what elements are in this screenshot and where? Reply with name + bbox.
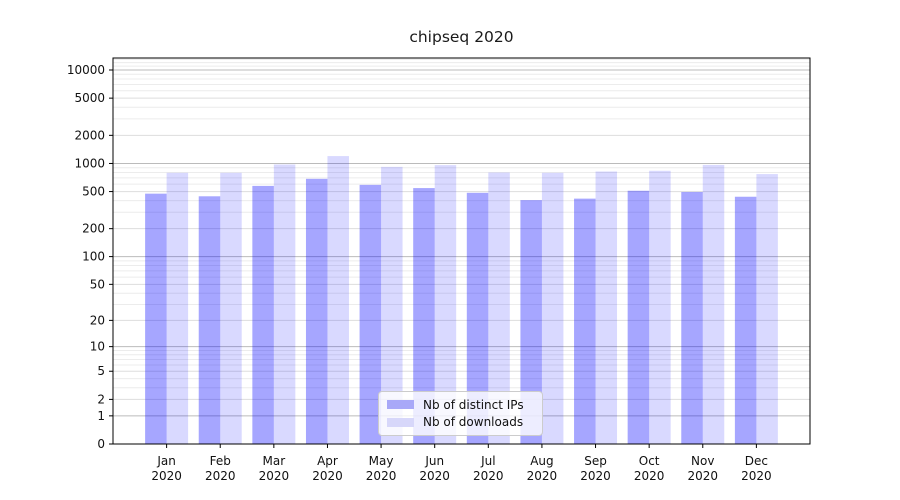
x-tick-label-year: 2020 [634, 469, 665, 483]
y-tick-label: 10000 [67, 63, 105, 77]
y-tick-label: 100 [82, 250, 105, 264]
chart-title: chipseq 2020 [409, 28, 514, 46]
x-tick-label-year: 2020 [527, 469, 558, 483]
x-tick-label-year: 2020 [687, 469, 718, 483]
x-tick-label-year: 2020 [312, 469, 343, 483]
x-tick-label-month: Aug [530, 454, 553, 468]
bar-downloads-aug [541, 172, 564, 444]
x-tick-label-year: 2020 [151, 469, 182, 483]
legend-entry-downloads: Nb of downloads [387, 415, 534, 429]
bar-downloads-may [381, 166, 403, 444]
bar-downloads-dec [756, 174, 778, 444]
bar-distinct-ips-apr [305, 178, 328, 444]
legend-swatch-distinct-ips [387, 400, 414, 410]
bar-downloads-jan [166, 172, 189, 444]
x-tick-label-month: Jun [424, 454, 444, 468]
y-tick-label: 1000 [74, 156, 105, 170]
x-tick-label-year: 2020 [741, 469, 772, 483]
bar-downloads-apr [327, 156, 349, 444]
x-tick-label-year: 2020 [205, 469, 236, 483]
bar-distinct-ips-oct [627, 190, 650, 444]
y-tick-label: 0 [97, 437, 105, 451]
bar-distinct-ips-mar [252, 185, 274, 444]
x-tick-label-month: May [369, 454, 394, 468]
x-tick-label-month: Oct [639, 454, 660, 468]
bar-distinct-ips-aug [520, 200, 542, 444]
x-tick-label-month: Jul [480, 454, 495, 468]
bar-distinct-ips-dec [734, 196, 757, 444]
y-tick-label: 10 [90, 340, 105, 354]
bar-distinct-ips-jun [413, 188, 435, 444]
y-tick-label: 500 [82, 185, 105, 199]
bar-distinct-ips-feb [198, 196, 221, 444]
x-tick-label-month: Nov [691, 454, 714, 468]
bar-distinct-ips-jan [145, 193, 167, 444]
legend: Nb of distinct IPs Nb of downloads [378, 391, 543, 436]
y-tick-label: 5 [97, 364, 105, 378]
bar-distinct-ips-may [359, 184, 382, 445]
x-tick-label-month: Feb [210, 454, 231, 468]
x-tick-label-month: Jan [156, 454, 176, 468]
bar-downloads-jul [488, 172, 510, 444]
x-tick-label-year: 2020 [419, 469, 450, 483]
x-tick-label-year: 2020 [580, 469, 611, 483]
x-tick-label-month: Dec [745, 454, 768, 468]
legend-swatch-downloads [387, 417, 414, 427]
x-tick-label-month: Apr [317, 454, 338, 468]
bar-downloads-feb [220, 172, 242, 444]
x-tick-label-year: 2020 [366, 469, 397, 483]
x-tick-label-year: 2020 [259, 469, 290, 483]
y-tick-label: 20 [90, 313, 105, 327]
legend-label-downloads: Nb of downloads [423, 415, 524, 430]
bar-downloads-nov [702, 164, 725, 445]
bar-downloads-sep [595, 171, 618, 444]
bar-distinct-ips-sep [574, 198, 596, 444]
y-tick-label: 50 [90, 277, 105, 291]
y-tick-label: 2000 [74, 128, 105, 142]
y-tick-label: 2 [97, 392, 105, 406]
x-tick-label-year: 2020 [473, 469, 504, 483]
bar-downloads-oct [649, 170, 671, 444]
y-tick-label: 5000 [74, 91, 105, 105]
plot-frame [112, 57, 811, 445]
x-tick-label-month: Sep [584, 454, 607, 468]
bar-distinct-ips-nov [681, 191, 703, 444]
y-tick-label: 200 [82, 222, 105, 236]
legend-label-distinct-ips: Nb of distinct IPs [423, 397, 524, 412]
x-tick-label-month: Mar [263, 454, 286, 468]
legend-entry-distinct-ips: Nb of distinct IPs [387, 398, 534, 412]
bar-distinct-ips-jul [466, 192, 489, 444]
bar-downloads-mar [273, 164, 296, 444]
y-tick-label: 1 [97, 409, 105, 423]
bar-downloads-jun [434, 165, 457, 444]
